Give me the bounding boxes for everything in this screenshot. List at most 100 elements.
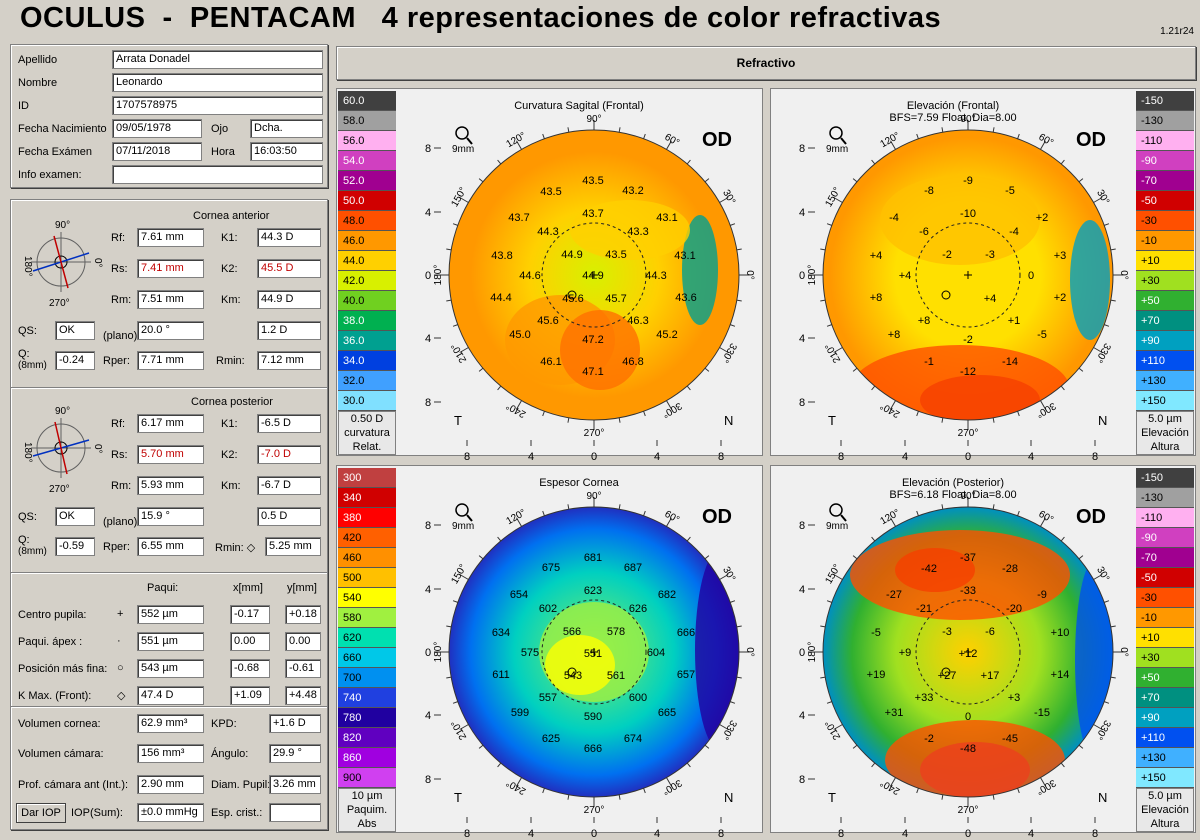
map-value: +31 <box>885 707 904 719</box>
scale-cell: -30 <box>1136 211 1194 231</box>
map-value: -3 <box>942 626 952 638</box>
anterior-title: Cornea anterior <box>193 210 270 222</box>
paqui-row-label: K Max. (Front): <box>18 690 92 702</box>
anterior-rf-label: Rf: <box>111 232 126 244</box>
map-value: 43.6 <box>675 292 696 304</box>
chamber-depth-label: Prof. cámara ant (Int.): <box>18 779 129 791</box>
scale-cell: -50 <box>1136 568 1194 588</box>
map-value: 43.5 <box>582 175 603 187</box>
vertical-tick-label: 8 <box>799 143 805 155</box>
paqui-row-value: 47.4 D <box>137 686 204 705</box>
scale-cell: 300 <box>338 468 396 488</box>
name-field[interactable]: Leonardo <box>112 73 323 92</box>
map-value: 590 <box>584 711 602 723</box>
birthdate-field[interactable]: 09/05/1978 <box>112 119 202 138</box>
map-value: +17 <box>981 670 1000 682</box>
horizontal-tick-label: 8 <box>1092 451 1098 463</box>
time-field[interactable]: 16:03:50 <box>250 142 323 161</box>
scale-cell: 540 <box>338 588 396 608</box>
scale-cell: +10 <box>1136 251 1194 271</box>
paqui-col-header: Paqui: <box>147 582 179 594</box>
posterior-axis-diagram: 90° 270° 180° 0° <box>22 406 103 494</box>
vertical-tick-label: 4 <box>425 584 431 596</box>
map-blob <box>880 175 1040 265</box>
paqui-row-y: -0.61 <box>285 659 321 678</box>
zoom-icon[interactable] <box>455 126 473 145</box>
map-value: +10 <box>1051 627 1070 639</box>
map-value: +8 <box>870 292 883 304</box>
map-value: 578 <box>607 626 625 638</box>
map-value: 47.2 <box>582 334 603 346</box>
map-value: -5 <box>1005 185 1015 197</box>
scale-cell: 58.0 <box>338 111 396 131</box>
scale-cell: -110 <box>1136 131 1194 151</box>
scale-cell: 32.0 <box>338 371 396 391</box>
anterior-rmin-label: Rmin: <box>216 355 245 367</box>
degree-label: 0° <box>744 647 755 657</box>
map-title: Elevación (Posterior) <box>902 477 1004 489</box>
degree-label: 60° <box>1036 509 1055 526</box>
map-blob <box>545 635 615 695</box>
id-field[interactable]: 1707578975 <box>112 96 323 115</box>
map-value: -14 <box>1002 356 1018 368</box>
zoom-icon[interactable] <box>829 503 847 522</box>
y-col-header: y[mm] <box>287 582 317 594</box>
scale-footer-line: Altura <box>1150 441 1180 453</box>
posterior-q-label: Q: <box>18 534 30 546</box>
divider <box>11 706 327 708</box>
map-value: -4 <box>889 212 899 224</box>
map-value: 46.1 <box>540 356 561 368</box>
map-value: -20 <box>1006 603 1022 615</box>
paqui-row-symbol: + <box>117 608 124 620</box>
horizontal-tick-label: 0 <box>591 451 597 463</box>
vertical-tick-label: 4 <box>799 333 805 345</box>
map-value: +8 <box>918 315 931 327</box>
id-label: ID <box>18 100 29 112</box>
map-title: Espesor Cornea <box>539 477 619 489</box>
horizontal-tick-label: 4 <box>902 451 908 463</box>
vertical-tick-label: 0 <box>425 270 431 282</box>
scale-cell: 38.0 <box>338 311 396 331</box>
scale-cell: +90 <box>1136 331 1194 351</box>
horizontal-tick-label: 8 <box>718 451 724 463</box>
scale-cell: -90 <box>1136 528 1194 548</box>
exam-date-field[interactable]: 07/11/2018 <box>112 142 202 161</box>
map-value: +4 <box>984 293 997 305</box>
scale-footer: 5.0 µm Elevación Altura <box>1136 788 1194 832</box>
dar-iop-button[interactable]: Dar IOP <box>16 803 66 823</box>
map-value: +8 <box>888 329 901 341</box>
eye-field[interactable]: Dcha. <box>250 119 323 138</box>
horizontal-tick-label: 4 <box>1028 828 1034 840</box>
map-3: 90°120°150°180°210°240°270°300°330°0°30°… <box>799 477 1129 840</box>
scale-cell: -130 <box>1136 111 1194 131</box>
paqui-row-label: Paqui. ápex : <box>18 636 83 648</box>
exam-info-field[interactable] <box>112 165 323 184</box>
paqui-row-value: 552 µm <box>137 605 204 624</box>
map-title: Curvatura Sagital (Frontal) <box>514 100 644 112</box>
map-blob <box>1070 220 1110 340</box>
vertical-tick-label: 0 <box>799 647 805 659</box>
zoom-icon[interactable] <box>829 126 847 145</box>
vertical-tick-label: 4 <box>425 207 431 219</box>
degree-label: 270° <box>958 428 979 439</box>
eye-badge: OD <box>702 506 732 528</box>
map-value: 44.3 <box>645 270 666 282</box>
map-value: 654 <box>510 589 528 601</box>
map-value: 575 <box>521 647 539 659</box>
map-value: +9 <box>899 647 912 659</box>
app-title: OCULUS - PENTACAM 4 representaciones de … <box>20 2 942 34</box>
scale-cell: -110 <box>1136 508 1194 528</box>
map-value: 44.6 <box>519 270 540 282</box>
map-value: 44.4 <box>490 292 511 304</box>
paqui-row-symbol: ○ <box>117 662 124 674</box>
posterior-rmin-label: Rmin: ◇ <box>215 542 256 554</box>
horizontal-tick-label: 8 <box>464 828 470 840</box>
posterior-k2-label: K2: <box>221 449 238 461</box>
map-value: 602 <box>539 603 557 615</box>
scale-cell: 34.0 <box>338 351 396 371</box>
divider <box>11 572 327 574</box>
surname-field[interactable]: Arrata Donadel <box>112 50 323 69</box>
scale-cell: 44.0 <box>338 251 396 271</box>
map-value: +3 <box>1054 250 1067 262</box>
zoom-icon[interactable] <box>455 503 473 522</box>
